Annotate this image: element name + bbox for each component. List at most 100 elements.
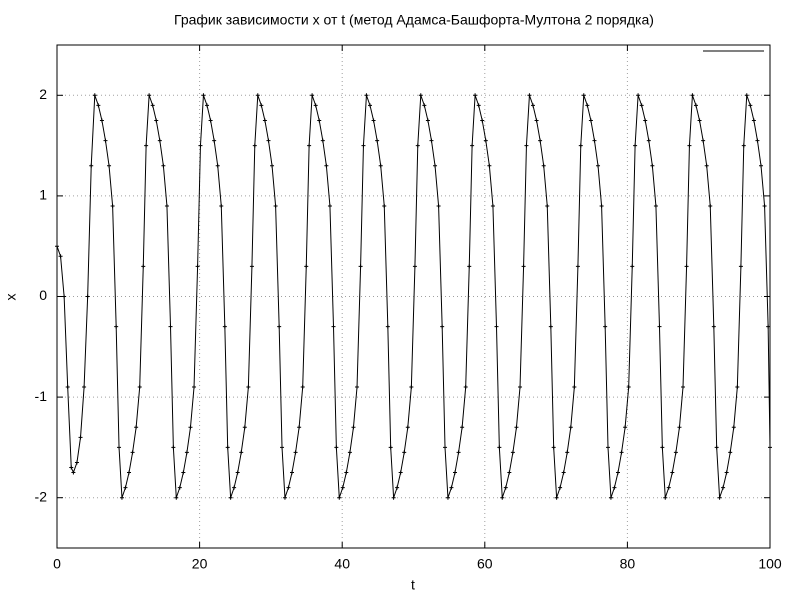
data-point <box>704 163 709 168</box>
data-point <box>521 264 526 269</box>
data-point <box>735 385 740 390</box>
data-point <box>300 385 305 390</box>
data-point <box>205 103 210 108</box>
data-point <box>398 470 403 475</box>
data-point <box>425 118 430 123</box>
data-point <box>219 203 224 208</box>
data-point <box>714 445 719 450</box>
data-point <box>201 93 206 98</box>
data-point <box>623 425 628 430</box>
data-point <box>483 138 488 143</box>
data-point <box>388 445 393 450</box>
data-point <box>541 163 546 168</box>
data-point <box>96 103 101 108</box>
data-point <box>114 324 119 329</box>
data-point <box>391 495 396 500</box>
data-point <box>249 264 254 269</box>
data-point <box>409 385 414 390</box>
data-point <box>181 470 186 475</box>
data-point <box>681 385 686 390</box>
data-point <box>168 324 173 329</box>
data-point <box>188 425 193 430</box>
data-point <box>548 324 553 329</box>
data-point <box>755 138 760 143</box>
x-tick-label: 100 <box>758 556 782 572</box>
data-point <box>476 103 481 108</box>
data-point <box>92 93 97 98</box>
data-point <box>55 244 59 249</box>
data-point <box>280 445 285 450</box>
data-point <box>232 485 237 490</box>
data-point <box>385 324 390 329</box>
data-point <box>395 485 400 490</box>
x-tick-label: 0 <box>53 556 61 572</box>
data-point <box>331 324 336 329</box>
data-point <box>572 385 577 390</box>
data-point <box>650 163 655 168</box>
x-tick-label: 80 <box>620 556 636 572</box>
data-point <box>355 385 360 390</box>
data-point <box>415 143 420 148</box>
data-point <box>334 445 339 450</box>
data-point <box>639 103 644 108</box>
data-point <box>222 324 227 329</box>
data-point <box>273 203 278 208</box>
data-point <box>452 470 457 475</box>
data-point <box>208 118 213 123</box>
data-point <box>82 385 87 390</box>
data-point <box>192 385 197 390</box>
data-point <box>490 203 495 208</box>
data-point <box>198 143 203 148</box>
data-point <box>585 103 590 108</box>
data-point <box>266 138 271 143</box>
data-point <box>636 93 641 98</box>
data-point <box>286 485 291 490</box>
data-point <box>470 143 475 148</box>
y-axis-label: x <box>3 294 19 301</box>
data-point <box>85 294 90 299</box>
data-point <box>480 118 485 123</box>
data-point <box>368 103 373 108</box>
data-point <box>630 264 635 269</box>
data-point <box>670 470 675 475</box>
data-point <box>759 163 764 168</box>
x-tick-label: 40 <box>334 556 350 572</box>
data-point <box>405 425 410 430</box>
data-point <box>748 103 753 108</box>
data-point <box>371 118 376 123</box>
data-point <box>460 425 465 430</box>
data-point <box>534 118 539 123</box>
data-point <box>717 495 722 500</box>
data-point <box>768 445 772 450</box>
data-point <box>433 163 438 168</box>
data-point <box>568 425 573 430</box>
data-point <box>154 118 159 123</box>
data-point <box>565 450 570 455</box>
data-point <box>440 324 445 329</box>
data-point <box>738 264 743 269</box>
data-point <box>228 495 233 500</box>
data-point <box>412 264 417 269</box>
data-point <box>74 460 79 465</box>
y-tick-label: -1 <box>35 388 48 404</box>
data-point <box>603 324 608 329</box>
data-point <box>107 163 112 168</box>
data-point <box>503 485 508 490</box>
data-point <box>561 470 566 475</box>
data-point <box>697 118 702 123</box>
data-point <box>134 425 139 430</box>
y-tick-label: -2 <box>35 488 48 504</box>
data-point <box>137 385 142 390</box>
x-axis-label: t <box>411 577 415 593</box>
data-point <box>293 450 298 455</box>
data-point <box>262 118 267 123</box>
data-point <box>429 138 434 143</box>
data-point <box>242 425 247 430</box>
x-tick-label: 20 <box>192 556 208 572</box>
data-point <box>327 203 332 208</box>
data-point <box>78 435 83 440</box>
data-point <box>171 445 176 450</box>
data-point <box>762 203 767 208</box>
